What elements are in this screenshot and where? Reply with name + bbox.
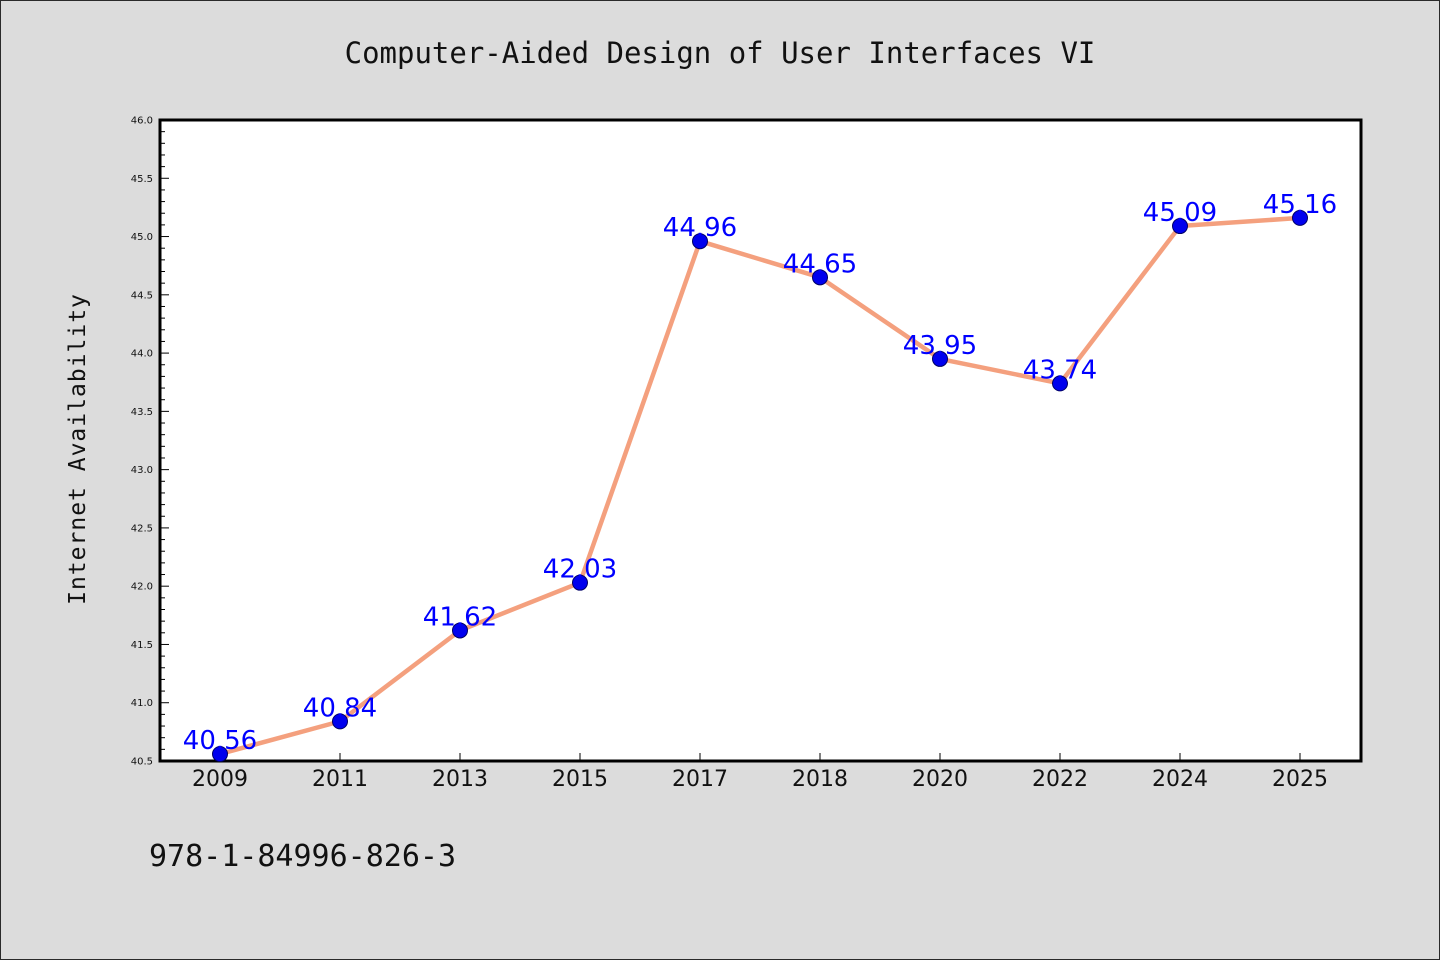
y-tick-label: 45.5: [131, 174, 153, 185]
y-tick-label: 41.5: [131, 640, 153, 651]
y-tick-label: 43.0: [131, 465, 153, 476]
data-point: [1052, 375, 1068, 392]
data-label: 40.84: [303, 693, 377, 723]
y-tick-label: 46.0: [131, 116, 153, 127]
x-tick-label: 2011: [312, 767, 368, 792]
series-line-group: 40.56 40.84 41.62 42.03 44.96 44.65 43.95 43.74…: [183, 190, 1337, 763]
series-line: [217, 215, 1303, 757]
y-tick-label: 40.5: [131, 757, 153, 768]
data-label: 44.96: [663, 213, 737, 243]
chart-title: Computer-Aided Design of User Interfaces…: [345, 36, 1096, 70]
plot-area: [158, 118, 1363, 763]
y-tick-label: 45.0: [131, 232, 153, 243]
y-tick-label: 44.0: [131, 349, 153, 360]
data-label: 45.16: [1263, 190, 1337, 220]
data-label: 45.09: [1143, 198, 1217, 228]
x-tick-label: 2017: [672, 767, 728, 792]
x-tick-label: 2020: [912, 767, 968, 792]
data-point: [932, 350, 948, 367]
x-tick-label: 2009: [192, 767, 248, 792]
y-tick-label: 42.0: [131, 582, 153, 593]
data-point: [692, 233, 708, 250]
data-point: [452, 622, 468, 639]
data-label: 40.56: [183, 726, 257, 756]
data-point: [1292, 209, 1308, 226]
data-point: [812, 269, 828, 286]
data-point: [1172, 218, 1188, 235]
x-tick-label: 2025: [1272, 767, 1328, 792]
data-label: 43.95: [903, 331, 977, 361]
y-tick-label: 42.5: [131, 523, 153, 534]
x-tick-label: 2022: [1032, 767, 1088, 792]
y-tick-label: 41.0: [131, 698, 153, 709]
y-axis: 40.5 41.0 41.5 42.0 42.5 43.0 43.5 44.0 44.5 45.0…: [131, 116, 169, 768]
footer-isbn: 978-1-84996-826-3: [149, 839, 456, 874]
x-axis: 2009 2011 2013 2015 2017 2018 2020 2022 2024 2025: [192, 753, 1328, 792]
y-tick-label: 43.5: [131, 407, 153, 418]
x-tick-label: 2015: [552, 767, 608, 792]
x-tick-label: 2013: [432, 767, 488, 792]
data-point: [332, 713, 348, 730]
data-label: 41.62: [423, 602, 497, 632]
x-tick-label: 2018: [792, 767, 848, 792]
data-label: 44.65: [783, 249, 857, 279]
x-tick-label: 2024: [1152, 767, 1208, 792]
y-axis-label: Internet Availability: [65, 293, 91, 605]
data-point: [212, 746, 228, 763]
y-tick-label: 44.5: [131, 290, 153, 301]
data-point: [572, 574, 588, 591]
data-label: 43.74: [1023, 355, 1097, 385]
data-label: 42.03: [543, 555, 617, 585]
